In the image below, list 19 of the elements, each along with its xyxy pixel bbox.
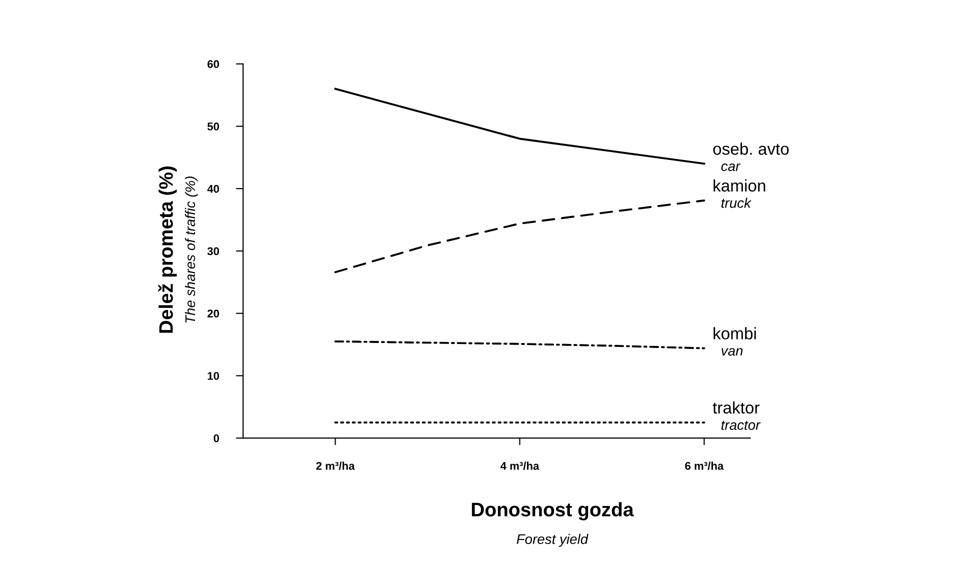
line-series <box>334 88 706 165</box>
y-axis-title: Delež prometa (%) The shares of traffic (%) <box>158 166 198 333</box>
series-label: oseb. avto car <box>713 142 789 172</box>
y-tick-label: 60 <box>208 60 220 68</box>
x-tick-label: 4 m³/ha <box>500 462 540 470</box>
y-tick-label: 50 <box>207 122 220 130</box>
series-label: kombi van <box>714 327 756 356</box>
line-series <box>334 200 706 274</box>
line-series <box>334 340 706 350</box>
y-tick-label: 10 <box>208 372 220 380</box>
y-tick-label: 0 <box>214 434 220 442</box>
series-label: kamion truck <box>714 179 766 208</box>
y-tick-label: 20 <box>207 310 220 318</box>
x-tick-label: 6 m³/ha <box>685 462 724 470</box>
y-tick-label: 40 <box>207 184 220 193</box>
y-tick-label: 30 <box>207 247 220 256</box>
x-tick-label: 2 m³/ha <box>316 462 355 470</box>
x-axis-title: Donosnost gozda Forest yield <box>472 502 634 547</box>
series-label: traktor tractor <box>712 401 761 430</box>
